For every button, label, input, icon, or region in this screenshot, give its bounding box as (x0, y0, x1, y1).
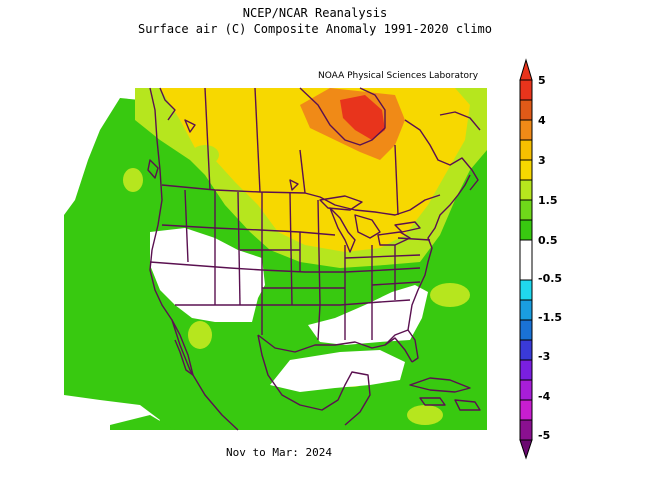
boundaries (147, 87, 481, 431)
legend-tick: -0.5 (538, 272, 563, 285)
legend-tick: 4 (538, 114, 546, 127)
colorbar (519, 58, 533, 460)
legend-tick: 0.5 (538, 234, 558, 247)
legend-tick: -5 (538, 429, 551, 442)
field-white-nw (64, 88, 150, 215)
field-white-sw (150, 228, 265, 322)
legend-tick: -1.5 (538, 311, 563, 324)
title-line-1: NCEP/NCAR Reanalysis (242, 6, 388, 20)
field-white-gulf (270, 350, 405, 392)
field-white-se (308, 285, 428, 345)
period-label: Nov to Mar: 2024 (226, 446, 332, 459)
legend-tick: 1.5 (538, 194, 558, 207)
field-red (340, 95, 385, 140)
colorbar-bottom-arrow (519, 439, 533, 460)
attribution: NOAA Physical Sciences Laboratory (318, 71, 479, 81)
title-line-2: Surface air (C) Composite Anomaly 1991-2… (137, 22, 492, 36)
legend-tick: 5 (538, 74, 546, 87)
legend-tick: -4 (538, 390, 551, 403)
legend-tick: -3 (538, 350, 551, 363)
legend-tick: 3 (538, 154, 546, 167)
map-field (64, 88, 487, 430)
colorbar-top-arrow (519, 58, 533, 81)
